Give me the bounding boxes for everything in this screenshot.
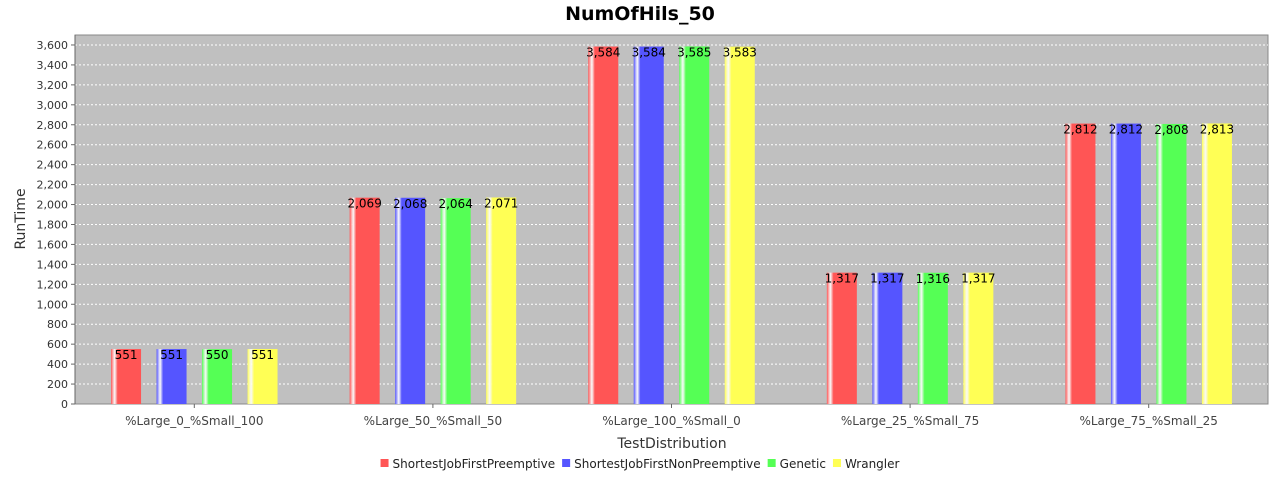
- legend-label: Genetic: [780, 457, 826, 471]
- data-label: 2,808: [1154, 123, 1188, 137]
- bar-genetic-4: [1156, 123, 1187, 404]
- category-label: %Large_25_%Small_75: [841, 414, 979, 428]
- x-axis-label: TestDistribution: [616, 436, 726, 452]
- bars: [111, 46, 1232, 405]
- bar-wrangler-0: [247, 349, 278, 404]
- bar-shortestjobfirstpreemptive-2: [588, 46, 619, 404]
- bar-genetic-2: [679, 46, 710, 404]
- y-tick-label: 1,400: [37, 258, 69, 271]
- data-label: 2,812: [1109, 123, 1143, 137]
- x-axis: %Large_0_%Small_100 %Large_50_%Small_50 %L…: [125, 404, 1218, 428]
- bar-genetic-1: [440, 198, 471, 404]
- data-label: 2,071: [484, 196, 518, 210]
- bar-wrangler-3: [963, 272, 994, 404]
- data-label: 1,317: [870, 272, 904, 286]
- bar-genetic-3: [917, 272, 948, 404]
- y-tick-label: 3,600: [37, 39, 69, 52]
- data-label: 2,068: [393, 197, 427, 211]
- bar-shortestjobfirstpreemptive-3: [826, 272, 857, 404]
- category-label: %Large_0_%Small_100: [125, 414, 263, 428]
- y-tick-label: 1,000: [37, 298, 69, 311]
- y-tick-label: 800: [47, 318, 68, 331]
- data-label: 3,584: [586, 46, 620, 60]
- bar-shortestjobfirstnonpreemptive-1: [395, 197, 426, 404]
- data-label: 1,316: [916, 272, 950, 286]
- data-label: 3,583: [723, 46, 757, 60]
- y-tick-label: 1,600: [37, 238, 69, 251]
- bar-shortestjobfirstpreemptive-0: [111, 349, 142, 404]
- legend-label: Wrangler: [845, 457, 900, 471]
- grid-lines: [75, 44, 1268, 385]
- data-label: 3,584: [632, 46, 666, 60]
- data-label: 2,813: [1200, 122, 1234, 136]
- data-labels: 551 551 550 551 2,069 2,068 2,064 2,071 3,584 3,5…: [115, 45, 1235, 362]
- bar-shortestjobfirstpreemptive-4: [1065, 123, 1096, 404]
- y-tick-label: 3,200: [37, 79, 69, 92]
- y-tick-label: 3,400: [37, 59, 69, 72]
- y-axis-label: RunTime: [13, 188, 29, 249]
- bar-shortestjobfirstnonpreemptive-2: [633, 46, 664, 404]
- data-label: 1,317: [825, 272, 859, 286]
- data-label: 551: [115, 348, 138, 362]
- legend-swatch: [562, 459, 571, 467]
- data-label: 551: [160, 348, 183, 362]
- legend-label: ShortestJobFirstNonPreemptive: [574, 457, 761, 471]
- chart-title: NumOfHils_50: [565, 3, 715, 25]
- data-label: 2,069: [347, 197, 381, 211]
- y-tick-label: 600: [47, 338, 68, 351]
- bar-wrangler-2: [724, 46, 755, 405]
- data-label: 551: [251, 348, 274, 362]
- y-tick-label: 1,800: [37, 218, 69, 231]
- y-tick-label: 2,400: [37, 159, 69, 172]
- legend-swatch: [832, 459, 841, 467]
- y-tick-label: 200: [47, 378, 68, 391]
- data-label: 3,585: [677, 45, 711, 59]
- y-tick-label: 2,600: [37, 139, 69, 152]
- y-tick-label: 2,200: [37, 179, 69, 192]
- bar-shortestjobfirstnonpreemptive-4: [1110, 123, 1141, 404]
- y-tick-label: 3,000: [37, 99, 69, 112]
- data-label: 1,317: [961, 272, 995, 286]
- data-label: 2,812: [1063, 123, 1097, 137]
- bar-shortestjobfirstnonpreemptive-3: [872, 272, 903, 404]
- bar-wrangler-4: [1201, 123, 1232, 405]
- bar-shortestjobfirstnonpreemptive-0: [156, 349, 187, 404]
- category-label: %Large_100_%Small_0: [602, 414, 740, 428]
- y-axis: 0 200 400 600 800 1,000 1,200 1,400 1,600 1,800 2,…: [37, 35, 76, 411]
- bar-genetic-0: [202, 349, 233, 404]
- data-label: 2,064: [438, 197, 472, 211]
- y-tick-label: 1,200: [37, 278, 69, 291]
- category-label: %Large_50_%Small_50: [364, 414, 502, 428]
- legend-swatch: [380, 459, 389, 467]
- y-tick-label: 2,000: [37, 199, 69, 212]
- bar-wrangler-1: [486, 197, 517, 404]
- legend-swatch: [767, 459, 776, 467]
- category-label: %Large_75_%Small_25: [1079, 414, 1217, 428]
- y-tick-label: 0: [61, 398, 68, 411]
- y-tick-label: 2,800: [37, 119, 69, 132]
- y-tick-label: 400: [47, 358, 68, 371]
- data-label: 550: [206, 348, 229, 362]
- legend: ShortestJobFirstPreemptive ShortestJobFir…: [380, 457, 900, 471]
- bar-shortestjobfirstpreemptive-1: [349, 197, 380, 404]
- legend-label: ShortestJobFirstPreemptive: [393, 457, 556, 471]
